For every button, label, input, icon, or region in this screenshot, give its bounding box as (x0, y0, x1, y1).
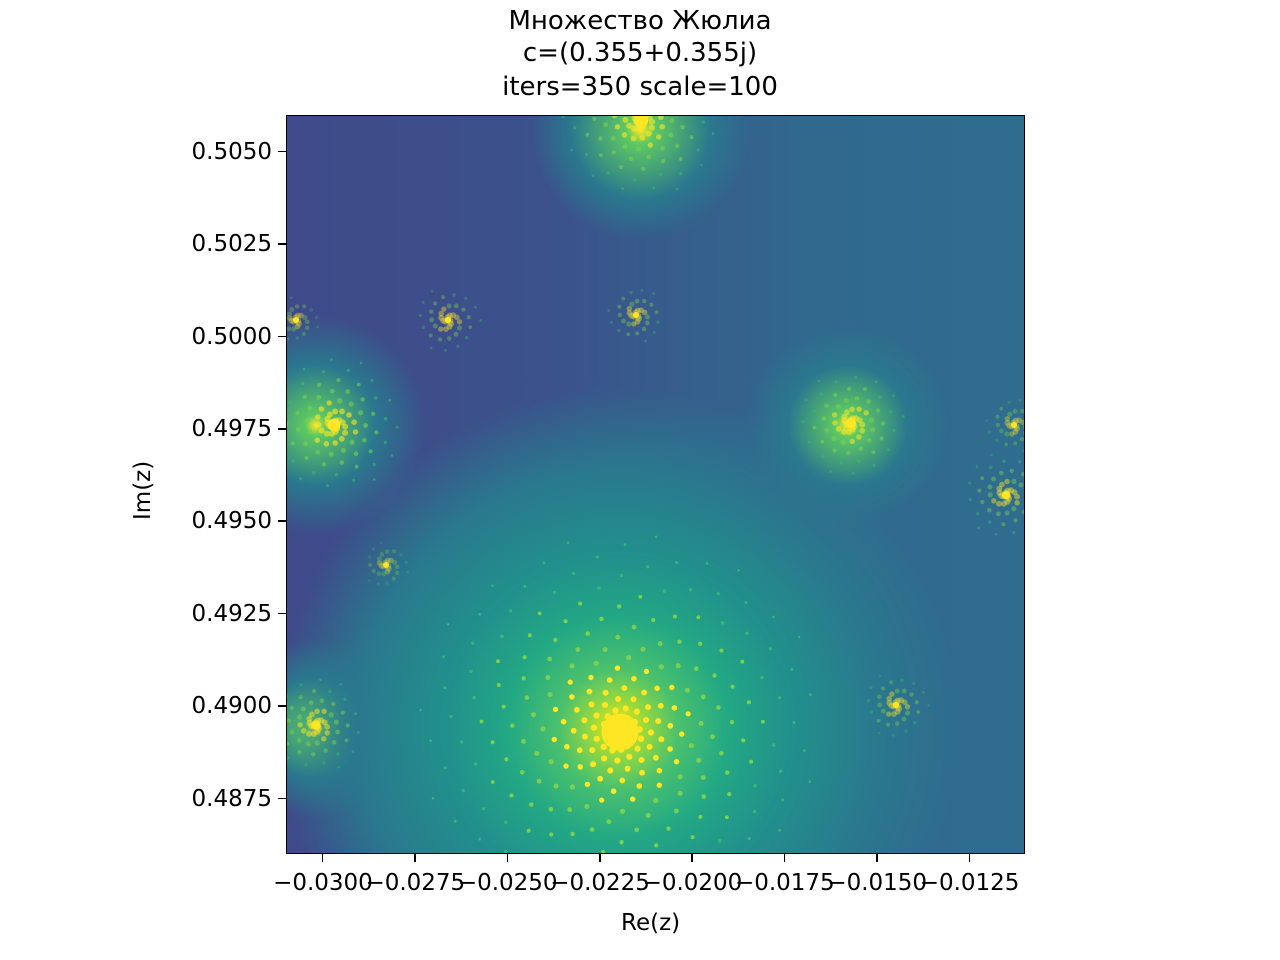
fractal-core (444, 316, 452, 324)
fractal-spirals (286, 115, 1025, 854)
fractal-spiral-arm (418, 290, 463, 342)
fractal-core (846, 418, 856, 428)
y-tick-label: 0.4925 (191, 600, 272, 627)
fractal-spiral-arm (585, 115, 715, 191)
chart-title-line-1: Множество Жюлиа (508, 6, 772, 36)
y-tick-label: 0.4900 (191, 693, 272, 720)
y-tick-label: 0.5000 (191, 323, 272, 350)
x-tick-mark (691, 854, 693, 862)
fractal-core (1011, 422, 1017, 428)
fractal-spiral-arm (419, 555, 806, 854)
y-tick-mark (278, 705, 286, 707)
fractal-spiral-arm (443, 543, 812, 845)
fractal-spiral-arm (617, 288, 655, 327)
fractal-spiral-arm (295, 378, 388, 488)
fractal-spiral-arm (626, 298, 660, 343)
y-tick-mark (278, 335, 286, 338)
y-tick-mark (278, 520, 286, 522)
fractal-core (892, 701, 900, 709)
x-tick-label: −0.0250 (457, 870, 558, 896)
fractal-core (633, 115, 649, 128)
x-axis-label: Re(z) (621, 910, 681, 936)
y-tick-mark (278, 150, 286, 153)
fractal-core (383, 562, 389, 568)
fractal-core (311, 720, 321, 730)
x-tick-label: −0.0125 (919, 870, 1020, 896)
x-tick-label: −0.0175 (734, 870, 835, 896)
x-tick-mark (968, 854, 971, 862)
fractal-core (1001, 490, 1011, 500)
x-tick-label: −0.0275 (365, 870, 466, 896)
y-tick-label: 0.4975 (191, 416, 272, 443)
fractal-spiral-arm (286, 698, 350, 767)
fractal-spiral-arm (812, 375, 905, 455)
fractal-spiral-arm (429, 293, 482, 332)
x-tick-mark (783, 854, 786, 862)
x-tick-mark (876, 854, 878, 862)
y-tick-label: 0.5025 (191, 231, 272, 258)
fractal-spiral-arm (821, 386, 896, 475)
y-tick-mark (278, 612, 286, 615)
x-tick-mark (506, 854, 509, 862)
fractal-core (601, 713, 639, 751)
fractal-heatmap (286, 115, 1025, 854)
fractal-core (633, 312, 639, 318)
fractal-spiral-arm (429, 535, 801, 854)
y-tick-label: 0.4950 (191, 508, 272, 535)
fractal-core (293, 317, 299, 323)
x-tick-label: −0.0300 (273, 870, 373, 896)
x-tick-mark (599, 854, 601, 862)
chart-title-line-3: iters=350 scale=100 (502, 72, 778, 102)
y-tick-label: 0.5050 (191, 138, 272, 165)
fractal-core (327, 418, 341, 432)
x-tick-mark (321, 854, 324, 862)
fractal-spiral-arm (573, 115, 694, 182)
x-tick-label: −0.0225 (550, 870, 650, 896)
y-tick-label: 0.4875 (191, 785, 272, 812)
fractal-spiral-arm (877, 678, 930, 717)
y-tick-mark (278, 797, 286, 800)
y-tick-mark (278, 428, 286, 430)
fractal-spiral-arm (995, 398, 1022, 437)
x-tick-mark (414, 854, 416, 862)
x-tick-label: −0.0150 (827, 870, 928, 896)
y-tick-mark (278, 243, 286, 245)
x-tick-label: −0.0200 (642, 870, 743, 896)
fractal-spiral-arm (286, 304, 319, 329)
y-axis-label: Im(z) (130, 460, 156, 520)
chart-title-line-2: c=(0.355+0.355j) (522, 38, 758, 68)
fractal-spiral-arm (286, 358, 379, 477)
